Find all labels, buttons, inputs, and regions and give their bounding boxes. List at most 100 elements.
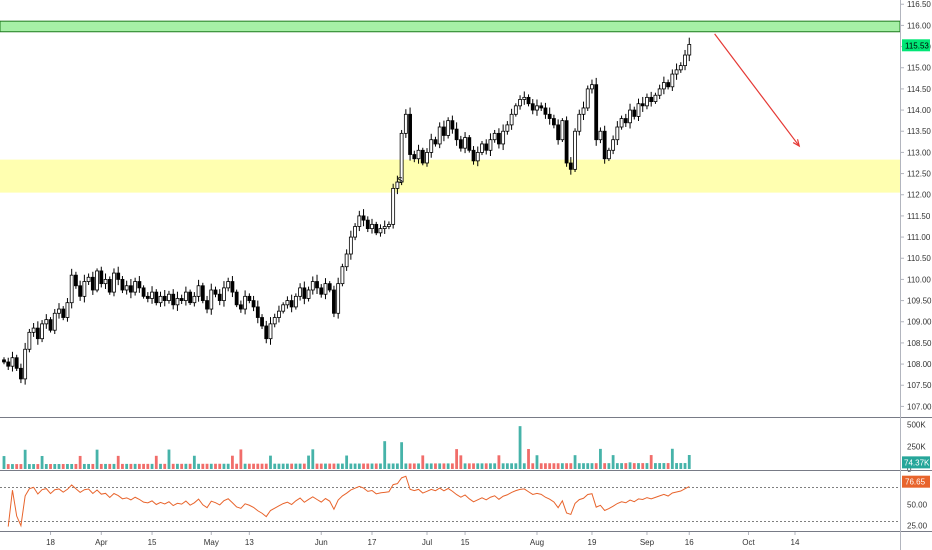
volume-bar (247, 463, 251, 469)
candle-body (661, 82, 666, 90)
candle-body (107, 279, 112, 293)
volume-panel[interactable]: 500K 250K 074.37K (2, 420, 930, 474)
volume-bar (180, 463, 184, 469)
volume-bar (176, 463, 179, 469)
volume-tick-label: 250K (907, 443, 926, 452)
candle-body (568, 162, 573, 170)
volume-bar (49, 464, 52, 469)
candle-body (298, 287, 303, 297)
volume-bar (116, 455, 120, 469)
candle-body (623, 118, 628, 124)
volume-bar (192, 455, 196, 469)
volume-bar (531, 463, 535, 469)
time-tick-label: 18 (46, 538, 55, 547)
volume-bar (197, 463, 200, 469)
volume-bar (366, 463, 370, 469)
candle-body (188, 291, 193, 304)
candle-body (57, 308, 61, 314)
price-tick-label: 116.00 (907, 21, 931, 30)
candle-body (281, 304, 286, 312)
price-axis[interactable]: 116.50116.00115.50115.00114.50114.00113.… (900, 0, 932, 411)
candle-body (23, 348, 28, 380)
candle-body (31, 327, 36, 333)
candle-body (513, 105, 518, 115)
volume-bar (78, 455, 82, 469)
projection-arrowhead (792, 139, 801, 148)
volume-bar (505, 463, 509, 469)
volume-bar (577, 463, 581, 469)
candle-body (463, 137, 467, 149)
volume-bar (624, 463, 628, 469)
candle-body (429, 139, 434, 153)
volume-bar (6, 464, 10, 469)
volume-bar (645, 463, 649, 469)
time-tick-label: Apr (95, 538, 108, 547)
volume-bar (425, 463, 429, 469)
candle-body (497, 132, 501, 145)
candle-body (14, 357, 19, 369)
volume-bar (654, 463, 657, 469)
volume-bar (522, 463, 526, 469)
time-tick-label: 14 (791, 538, 800, 547)
last-price-badge (902, 39, 930, 52)
main-panel[interactable]: S (0, 0, 901, 385)
candle-body (264, 325, 269, 340)
volume-bar (556, 463, 560, 469)
time-axis[interactable]: 18 Apr 15 May 13 Jun 17 Jul 15 Aug 19 Sep 16 Oct 14 (46, 532, 800, 547)
candle-body (19, 367, 23, 380)
volume-bar (142, 463, 145, 469)
candle-body (48, 319, 53, 331)
time-tick-label: Jul (422, 538, 432, 547)
candle-body (442, 126, 446, 136)
volume-bar (615, 463, 619, 469)
volume-bar (395, 463, 399, 469)
volume-bar (315, 463, 319, 469)
volume-bar (19, 464, 23, 469)
volume-bar (489, 463, 492, 469)
volume-bar (57, 464, 61, 469)
volume-bar (205, 463, 209, 469)
candle-body (446, 120, 451, 136)
volume-bar (159, 463, 162, 469)
candle-body (552, 118, 556, 126)
candle-body (416, 149, 421, 160)
candle-body (678, 65, 683, 71)
candle-body (535, 105, 539, 111)
volume-bar (137, 463, 141, 469)
volume-bar (611, 455, 615, 469)
price-tick-label: 107.00 (907, 402, 932, 411)
candle-body (560, 120, 565, 141)
rsi-line (7, 475, 690, 528)
volume-bar (539, 463, 543, 469)
candle-body (82, 281, 87, 297)
price-tick-label: 114.00 (907, 106, 931, 115)
candle-body (268, 323, 273, 340)
volume-bar (125, 463, 129, 469)
time-tick-label: 16 (685, 538, 694, 547)
volume-bar (450, 463, 454, 469)
rsi-panel[interactable]: 50.00 25.00 76.65 (0, 475, 930, 531)
time-tick-label: 19 (588, 538, 597, 547)
candle-body (539, 105, 544, 109)
candle-body (69, 274, 74, 304)
price-tick-label: 116.50 (907, 0, 931, 9)
volume-bar (362, 463, 365, 469)
projection-arrow-line (714, 33, 800, 147)
time-tick-label: May (204, 538, 219, 547)
price-tick-label: 110.50 (907, 254, 931, 263)
volume-bar (687, 454, 691, 469)
candle-body (344, 253, 349, 268)
volume-bar (150, 463, 154, 469)
candle-body (171, 293, 176, 306)
volume-bar (36, 464, 40, 469)
candle-body (323, 283, 328, 295)
volume-bar (40, 455, 44, 469)
candle-body (35, 327, 40, 340)
candle-body (234, 291, 239, 306)
candle-body (348, 236, 353, 255)
volume-bar (370, 463, 374, 469)
candle-body (61, 308, 66, 318)
candle-body (272, 317, 277, 325)
volume-bar (459, 455, 463, 469)
